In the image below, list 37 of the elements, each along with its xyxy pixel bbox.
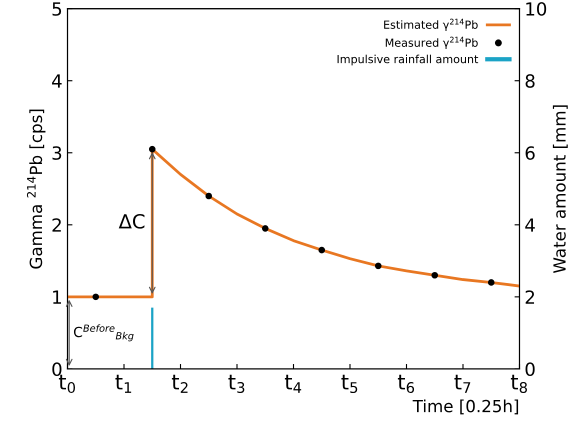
y-tick-label: 1	[53, 290, 61, 304]
legend-label: Estimated γ$^{214}$Pb	[384, 18, 478, 32]
legend-label: Measured γ$^{214}$Pb	[386, 36, 478, 50]
x-axis-title: Time [0.25h]	[412, 399, 518, 414]
x-tick-label: t$_{5}$	[341, 374, 358, 394]
point	[262, 225, 269, 232]
x-tick-label: t$_{4}$	[284, 374, 302, 393]
annotation: ΔC	[118, 214, 144, 229]
x-tick-label: t$_{7}$	[454, 374, 470, 393]
y2-tick-label: 6	[526, 146, 535, 160]
point	[374, 262, 382, 270]
y-tick-label: 5	[52, 2, 62, 16]
y-tick-label: 2	[52, 218, 61, 232]
legend-label: Impulsive rainfall amount	[338, 54, 478, 66]
x-tick-label: t$_{2}$	[172, 374, 188, 393]
y2-tick-label: 10	[526, 2, 546, 16]
y-tick-label: 3	[52, 146, 62, 160]
point	[431, 272, 438, 279]
x-tick-label: t$_{3}$	[228, 374, 244, 394]
x-tick-label: t$_{6}$	[398, 374, 414, 394]
y2-tick-label: 0	[526, 362, 535, 376]
y2-tick-label: 4	[525, 218, 535, 232]
point	[318, 246, 326, 254]
x-tick-label: t$_{1}$	[115, 374, 132, 393]
y2-tick-label: 8	[526, 74, 535, 88]
point	[488, 279, 495, 286]
point	[92, 294, 100, 300]
y-axis-title: Gamma $^{214}$Pb [cps]	[26, 110, 46, 269]
y2-axis-title: Water amount [mm]	[552, 105, 568, 274]
point	[148, 146, 156, 152]
y-tick-label: 4	[52, 74, 62, 88]
x-tick-label: t$_{8}$	[510, 374, 527, 394]
annotation: C$^{Before}$$_{Bkg}$	[74, 324, 134, 342]
y-tick-label: 0	[52, 362, 62, 376]
y2-tick-label: 2	[526, 290, 534, 304]
x-tick-label: t$_{0}$	[58, 374, 76, 394]
point	[205, 192, 212, 200]
